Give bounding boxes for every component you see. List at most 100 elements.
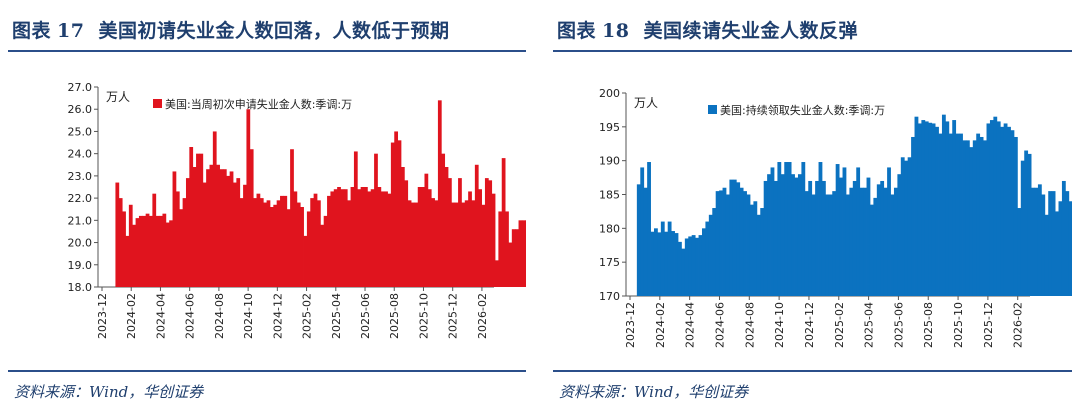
bar [495,260,499,287]
bar [236,178,241,287]
bar [955,133,960,296]
bar [296,202,301,287]
bar [347,200,351,287]
bar [657,232,662,296]
bar [1027,153,1032,296]
bar [852,180,857,296]
bar [959,133,963,296]
bar [712,208,717,296]
bar [1024,150,1029,296]
bar [397,140,402,287]
bar [303,235,308,287]
bar [1037,184,1042,296]
x-tick-label: 2025-08 [388,293,401,339]
bar [647,162,651,296]
bar [273,204,278,287]
bar [125,235,130,287]
bar [681,248,686,296]
bar [333,189,338,287]
y-tick-label: 200 [599,87,620,100]
bar [856,167,861,296]
title-prefix: 图表 [12,20,52,42]
bar [1003,123,1008,296]
y-unit-label: 万人 [106,90,130,104]
bar [384,191,388,287]
bar [316,200,321,287]
bar [770,167,775,296]
y-tick-label: 22.0 [68,192,93,205]
legend-label: 美国:当周初次申请失业金人数:季调:万 [165,97,352,111]
bar [917,123,922,296]
bar [169,220,173,287]
x-tick-label: 2024-04 [684,302,697,348]
bar [266,200,271,287]
source-rule [8,370,526,372]
bar [172,171,177,287]
bar [859,187,864,296]
x-tick-label: 2024-08 [213,293,226,339]
bar [804,191,809,296]
bar [773,180,778,296]
bar [732,179,737,296]
bar [1044,214,1049,296]
x-tick-label: 2025-08 [922,302,935,348]
bar [229,171,234,287]
bar [256,193,261,287]
bar [983,140,987,296]
bar [323,215,328,287]
bar [907,157,912,296]
bar [1010,130,1015,296]
bar-chart-continuing-claims: 170 175 180 185 190 195 200 万人 2023-12 2024-02 202… [599,87,1072,348]
chart-panel-initial-claims: 图表 17 美国初请失业金人数回落，人数低于预期 18.0 19.0 20.0 21.0 2… [8,0,526,414]
bar [684,238,689,296]
legend-label: 美国:持续领取失业金人数:季调:万 [720,103,885,117]
x-tick-label: 2025-02 [833,302,846,348]
bar [511,229,516,287]
y-tick-label: 21.0 [68,214,93,227]
bar [749,204,754,296]
bar [828,194,833,296]
bar [212,131,217,287]
bar [434,200,439,287]
bar [904,160,909,296]
bar [451,202,456,287]
bar [122,211,126,287]
bar [863,187,867,296]
bar [370,189,375,287]
bar [945,121,950,296]
bar [337,187,341,287]
bar [691,235,696,296]
bar [890,194,895,296]
bar [283,195,288,287]
bar [674,233,679,296]
bar [135,218,140,287]
bar [327,195,331,287]
bar [199,153,204,287]
y-tick-label: 190 [599,155,620,168]
bar [839,177,843,296]
bar [825,194,830,296]
bar [185,178,190,287]
y-tick-label: 180 [599,222,620,235]
y-tick-label: 23.0 [68,170,93,183]
bar [380,191,385,287]
bar [132,224,136,287]
bar [115,182,120,287]
bar [941,114,946,296]
source-note: 资料来源：Wind，华创证券 [559,383,749,401]
bar [246,109,251,287]
x-tick-label: 2023-12 [96,293,109,339]
y-tick-label: 26.0 [68,103,93,116]
bar [276,200,281,287]
bar [1020,160,1025,296]
bar [653,228,658,296]
bar [364,187,368,287]
bar [797,174,802,296]
x-tick-label: 2024-12 [803,302,816,348]
bar [437,100,442,287]
bar [491,193,496,287]
bar [1013,136,1018,296]
bar [739,187,744,296]
bar [128,204,133,287]
bar [286,209,291,287]
